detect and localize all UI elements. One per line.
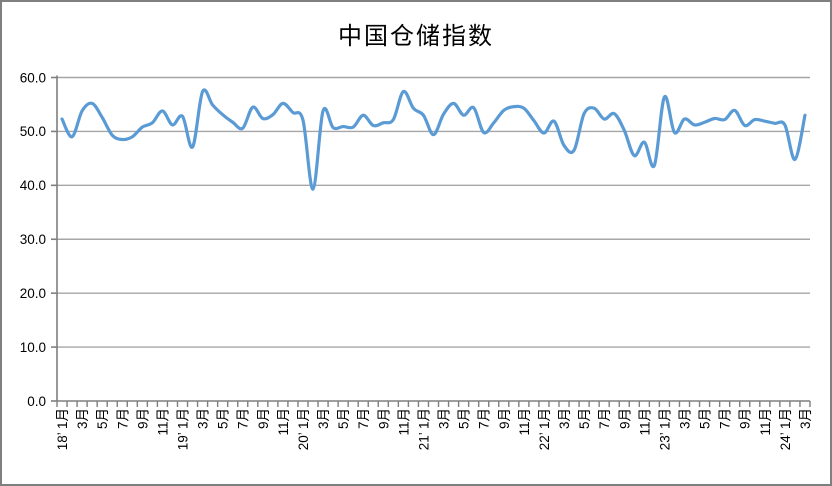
svg-text:22’ 1月: 22’ 1月 [537,408,552,450]
svg-text:7月: 7月 [115,408,130,429]
index-series-line [60,88,807,191]
svg-text:21’ 1月: 21’ 1月 [416,408,431,450]
svg-text:3月: 3月 [678,408,693,429]
svg-text:3月: 3月 [75,408,90,429]
svg-text:11月: 11月 [758,408,773,436]
axis-ticks [51,76,811,407]
svg-text:9月: 9月 [376,408,391,429]
svg-text:20.0: 20.0 [20,286,46,301]
svg-text:7月: 7月 [597,408,612,429]
svg-text:24’ 1月: 24’ 1月 [778,408,793,450]
y-gridlines [57,76,810,348]
x-axis-labels: 18’ 1月 3月 5月 7月 9月 11月 19’ 1月 3月 5月 7月 9月 11月 20’ 1月… [55,408,813,450]
svg-text:7月: 7月 [236,408,251,429]
svg-text:11月: 11月 [396,408,411,436]
svg-text:23’ 1月: 23’ 1月 [657,408,672,450]
svg-text:11月: 11月 [276,408,291,436]
svg-text:10.0: 10.0 [20,340,46,355]
svg-text:11月: 11月 [637,408,652,436]
svg-text:9月: 9月 [256,408,271,429]
svg-text:60.0: 60.0 [20,70,46,85]
svg-text:5月: 5月 [577,408,592,429]
svg-text:9月: 9月 [617,408,632,429]
svg-text:3月: 3月 [316,408,331,429]
svg-text:5月: 5月 [95,408,110,429]
svg-text:0.0: 0.0 [27,394,46,409]
y-axis-labels: 0.0 10.0 20.0 30.0 40.0 50.0 60.0 [20,70,46,409]
svg-text:20’ 1月: 20’ 1月 [296,408,311,450]
svg-text:7月: 7月 [356,408,371,429]
svg-text:30.0: 30.0 [20,232,46,247]
svg-text:3月: 3月 [798,408,813,429]
chart-title: 中国仓储指数 [338,23,494,50]
svg-text:9月: 9月 [135,408,150,429]
svg-text:50.0: 50.0 [20,124,46,139]
svg-text:11月: 11月 [517,408,532,436]
svg-text:5月: 5月 [457,408,472,429]
svg-text:19’ 1月: 19’ 1月 [176,408,191,450]
svg-text:18’ 1月: 18’ 1月 [55,408,70,450]
svg-text:5月: 5月 [336,408,351,429]
svg-text:3月: 3月 [437,408,452,429]
svg-text:7月: 7月 [718,408,733,429]
svg-text:40.0: 40.0 [20,178,46,193]
svg-text:3月: 3月 [557,408,572,429]
svg-text:5月: 5月 [698,408,713,429]
svg-text:9月: 9月 [738,408,753,429]
svg-text:3月: 3月 [196,408,211,429]
svg-text:7月: 7月 [477,408,492,429]
svg-text:5月: 5月 [216,408,231,429]
svg-text:9月: 9月 [497,408,512,429]
svg-text:11月: 11月 [155,408,170,436]
